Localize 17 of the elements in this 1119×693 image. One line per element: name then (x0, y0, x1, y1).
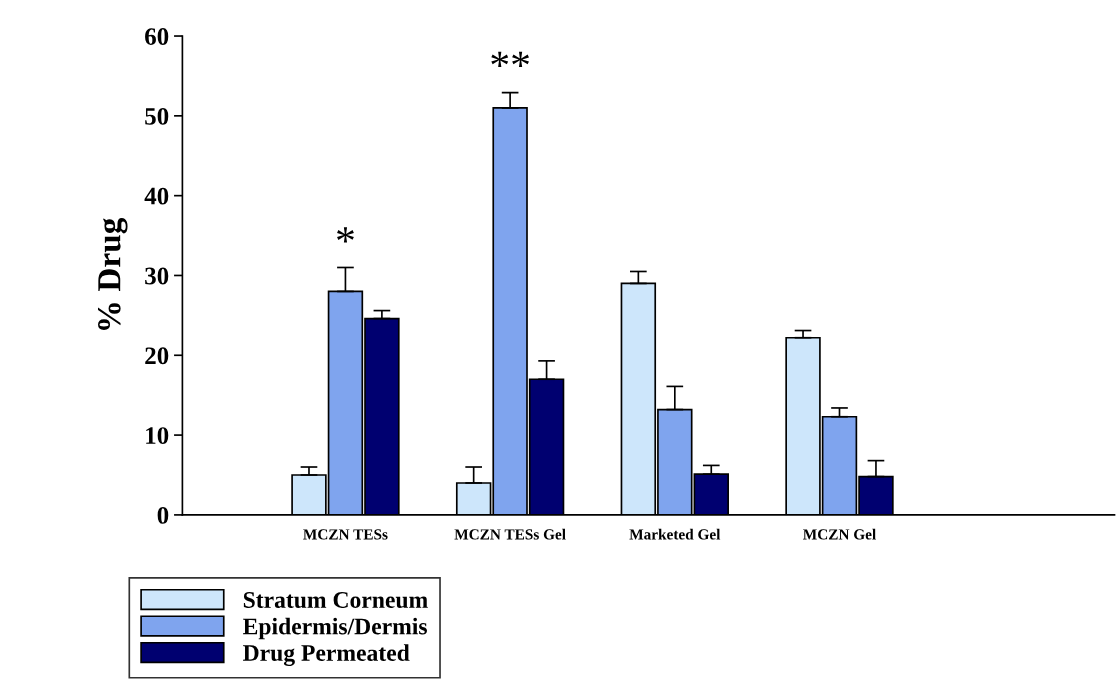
y-tick-label: 0 (157, 506, 169, 524)
x-tick-label: MCZN Gel (803, 528, 876, 540)
y-axis-title: % Drug (98, 217, 128, 330)
annotation: * (337, 227, 354, 243)
y-tick-label: 40 (144, 187, 169, 205)
y-tick-label: 30 (145, 267, 169, 285)
y-tick-label: 10 (146, 427, 169, 445)
x-tick-label: MCZN TESs Gel (454, 528, 566, 540)
legend-label: Drug Permeated (243, 644, 410, 666)
x-tick-label: MCZN TESs (303, 529, 388, 540)
y-tick-label: 50 (145, 107, 169, 125)
legend-label: Epidermis/Dermis (243, 617, 427, 640)
x-tick-label: Marketed Gel (629, 528, 721, 540)
y-tick-label: 20 (145, 347, 169, 365)
annotation: ** (491, 51, 529, 68)
y-tick-label: 60 (145, 28, 169, 45)
legend-label: Stratum Corneum (243, 592, 428, 608)
